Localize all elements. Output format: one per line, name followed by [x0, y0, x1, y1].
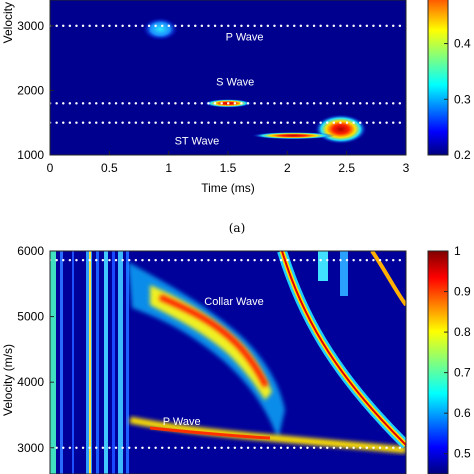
upper-right-streak [318, 251, 328, 281]
panel-b-frame [49, 250, 407, 474]
panel-b-left-edge-band [50, 251, 56, 474]
collar-wave-ridge [158, 294, 269, 388]
panel-a-caption: (a) [229, 221, 246, 235]
x-tick-label: 1 [165, 161, 172, 175]
collar-wave-band-mid [150, 285, 272, 400]
panel-b-stripe [126, 251, 129, 474]
x-tick-label: 1.5 [220, 161, 237, 175]
heatmap-blob [142, 17, 179, 41]
panel-b-stripe [72, 251, 74, 474]
p-wave-streak-core [149, 426, 271, 440]
y-tick-label: 5000 [17, 310, 44, 324]
colorbar-tick-label: 0.4 [454, 37, 471, 51]
panel-a-heatmap: P Wave S Wave ST Wave 0 0.5 1 1.5 2 2.5 3 1000 20… [1, 0, 471, 235]
panel-b-stripe [112, 251, 115, 474]
wave-label: ST Wave [175, 136, 220, 148]
panel-b-stripe [104, 251, 108, 474]
colorbar-tick-label: 0.5 [454, 447, 471, 461]
panel-a-y-axis-label: Velocity [1, 2, 15, 43]
y-tick-label: 2000 [17, 83, 44, 97]
right-edge-arc [370, 251, 406, 307]
x-tick-label: 0.5 [101, 161, 118, 175]
y-tick-label: 6000 [17, 244, 44, 258]
panel-a-colorbar [427, 0, 449, 156]
y-tick-label: 1000 [17, 148, 44, 162]
panel-b-y-axis-label: Velocity (m/s) [1, 344, 15, 416]
panel-b-colorbar [427, 250, 449, 474]
x-tick-label: 0 [47, 161, 54, 175]
wave-label: P Wave [226, 32, 264, 44]
panel-b-heatmap: Collar Wave P Wave 3000 4000 5000 6000 Veloc… [1, 244, 471, 474]
panel-b-stripe [118, 251, 123, 474]
y-tick-label: 4000 [17, 375, 44, 389]
x-tick-label: 2.5 [338, 161, 355, 175]
colorbar-tick-label: 0.9 [454, 285, 471, 299]
wave-label: P Wave [163, 416, 201, 428]
y-tick-label: 3000 [17, 441, 44, 455]
colorbar-tick-label: 0.7 [454, 366, 471, 380]
y-tick-label: 3000 [17, 19, 44, 33]
dispersion-arc-core [281, 251, 406, 446]
colorbar-tick-label: 1 [454, 244, 461, 258]
panel-b-stripe [96, 251, 99, 474]
colorbar-tick-label: 0.3 [454, 92, 471, 106]
wave-label: S Wave [216, 76, 254, 88]
heatmap-blob [251, 132, 335, 140]
colorbar-tick-label: 0.2 [454, 148, 471, 162]
x-tick-label: 3 [403, 161, 410, 175]
wave-label: Collar Wave [204, 296, 264, 308]
colorbar-tick-label: 0.6 [454, 406, 471, 420]
heatmap-blob [314, 114, 367, 145]
x-tick-label: 2 [284, 161, 291, 175]
colorbar-tick-label: 0.8 [454, 325, 471, 339]
panel-b-stripe [60, 251, 63, 474]
panel-b-stripe [89, 251, 91, 474]
upper-right-streak [340, 251, 348, 296]
panel-a-x-axis-label: Time (ms) [201, 181, 255, 195]
